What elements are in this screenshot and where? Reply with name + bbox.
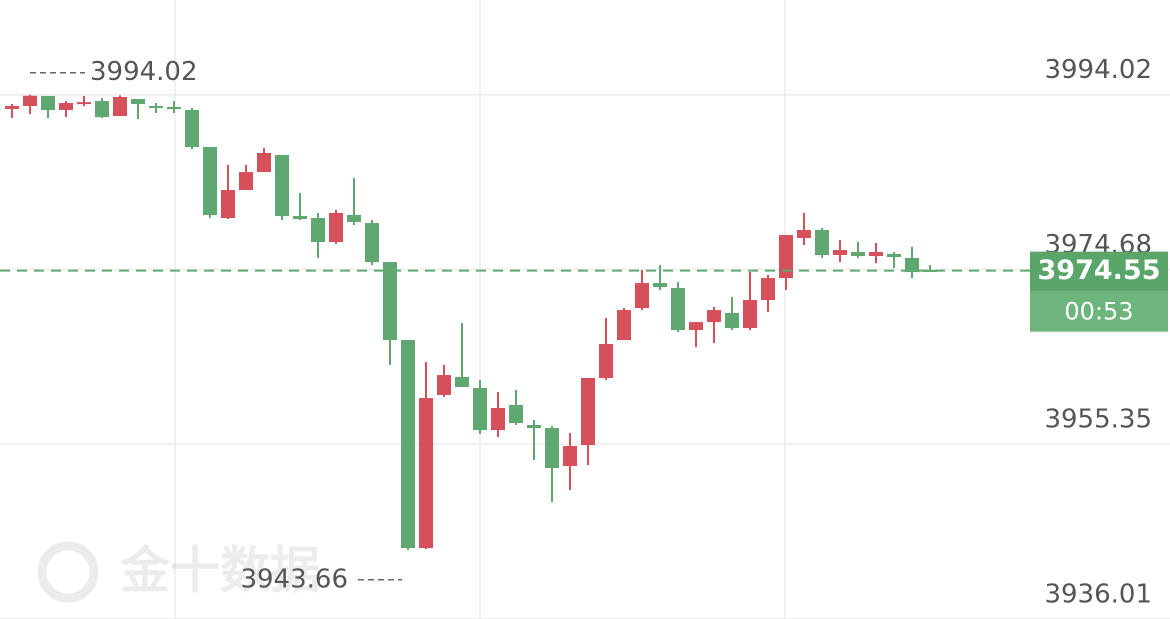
candle-body <box>437 375 451 395</box>
candle-body <box>149 105 163 108</box>
candle-body <box>113 96 127 117</box>
candle-body <box>275 154 289 216</box>
candle-body <box>77 102 91 105</box>
candle-body <box>779 235 793 279</box>
candle-body <box>833 250 847 256</box>
candle-body <box>455 377 469 388</box>
watermark: 金十数据 <box>37 541 320 603</box>
candle-body <box>923 270 937 273</box>
candle-body <box>581 377 595 446</box>
candle-body <box>563 446 577 467</box>
candle-body <box>527 424 541 429</box>
candle-body <box>347 214 361 223</box>
candle-body <box>653 283 667 287</box>
candle-body <box>617 310 631 341</box>
candle-body <box>509 405 523 423</box>
candle-body <box>905 257 919 272</box>
candle-body <box>743 300 757 329</box>
candle-body <box>383 262 397 341</box>
watermark-text: 金十数据 <box>120 542 320 600</box>
watermark-logo <box>37 541 99 603</box>
candle-body <box>167 106 181 109</box>
max-label: 3994.02 <box>90 57 198 87</box>
candle-body <box>815 229 829 256</box>
min-label: 3943.66 <box>240 564 348 594</box>
candle-body <box>41 95 55 110</box>
candle-body <box>491 407 505 431</box>
candle-body <box>329 212 343 242</box>
candle-body <box>473 388 487 431</box>
candle-body <box>419 398 433 549</box>
candle-body <box>599 344 613 378</box>
price-tag <box>1030 251 1168 292</box>
candle-body <box>671 287 685 331</box>
candle-body <box>707 310 721 323</box>
candle-body <box>131 99 145 105</box>
candle-body <box>257 152 271 173</box>
countdown-label: 00:53 <box>1064 298 1133 326</box>
candle-body <box>365 223 379 263</box>
candle-body <box>185 109 199 148</box>
candle-body <box>239 172 253 191</box>
candle-body <box>59 103 73 110</box>
candle-body <box>887 254 901 257</box>
candle-body <box>401 340 415 549</box>
y-tick-label: 3936.01 <box>1044 579 1152 609</box>
candle-body <box>95 101 109 118</box>
candle-body <box>221 190 235 219</box>
candle-body <box>311 218 325 242</box>
overlay: 3994.02 3943.66 3974.55 00:53 <box>0 57 1168 594</box>
candle-body <box>293 215 307 220</box>
candle-body <box>5 105 19 109</box>
candle-body <box>23 95 37 106</box>
candle-body <box>203 147 217 215</box>
y-tick-label: 3994.02 <box>1044 55 1152 85</box>
candle-body <box>761 278 775 301</box>
countdown-tag <box>1030 291 1168 332</box>
candle-body <box>635 283 649 309</box>
candle-body <box>689 322 703 331</box>
price-tag-label: 3974.55 <box>1038 255 1161 286</box>
candle-body <box>545 428 559 469</box>
y-tick-label: 3955.35 <box>1044 405 1152 435</box>
candle-body <box>869 252 883 257</box>
candle-body <box>851 252 865 257</box>
candle-body <box>725 313 739 329</box>
candles <box>5 94 937 550</box>
candle-body <box>797 229 811 239</box>
